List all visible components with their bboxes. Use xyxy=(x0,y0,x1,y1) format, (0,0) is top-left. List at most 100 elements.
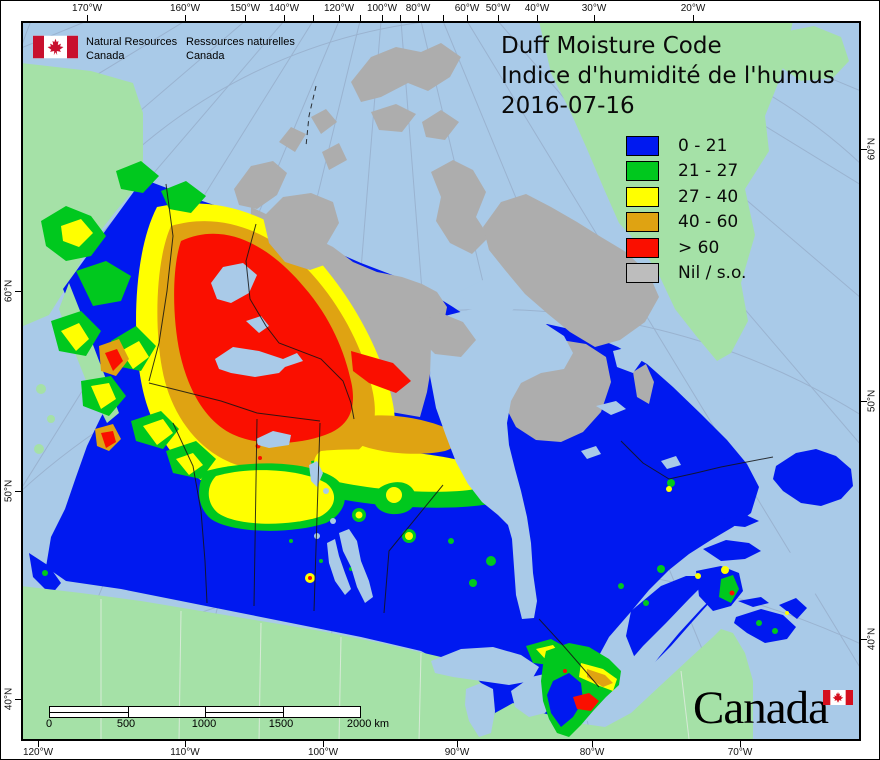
scale-label: 2000 km xyxy=(346,718,390,730)
dmc-raster-blobs xyxy=(41,161,675,666)
axis-tick xyxy=(185,15,186,21)
axis-label: 30°W xyxy=(581,3,607,14)
canada-wordmark: Canada xyxy=(693,682,829,734)
axis-label: 150°W xyxy=(229,3,261,14)
axis-label: 50°W xyxy=(485,3,511,14)
axis-tick xyxy=(360,15,361,21)
map-canvas xyxy=(21,21,861,741)
axis-label: 50°N xyxy=(866,389,878,413)
great-slave-lake xyxy=(215,347,303,377)
axis-label: 140°W xyxy=(268,3,300,14)
axis-tick xyxy=(467,15,468,21)
logo-text-english: Natural Resources Canada xyxy=(86,36,178,62)
axis-tick xyxy=(861,401,867,402)
axis-tick xyxy=(861,149,867,150)
axis-tick xyxy=(443,15,444,21)
axis-tick xyxy=(457,741,458,747)
axis-tick xyxy=(382,15,383,21)
title-line-en: Duff Moisture Code xyxy=(501,33,722,59)
axis-label: 90°W xyxy=(444,747,470,758)
axis-tick xyxy=(185,741,186,747)
legend-label: 27 - 40 xyxy=(678,187,739,207)
axis-tick xyxy=(15,291,21,292)
axis-tick xyxy=(284,15,285,21)
axis-tick xyxy=(38,741,39,747)
title-date: 2016-07-16 xyxy=(501,93,635,119)
st-lawrence-water xyxy=(605,549,819,705)
axis-tick xyxy=(87,15,88,21)
lake-michigan xyxy=(465,683,495,737)
logo-text-french: Ressources naturelles Canada xyxy=(186,36,295,62)
province-borders xyxy=(148,85,774,688)
torngat-gray xyxy=(633,364,654,404)
axis-tick xyxy=(693,15,694,21)
newfoundland-island xyxy=(773,449,853,506)
victoria-island xyxy=(263,193,339,270)
legend-chip xyxy=(626,238,659,258)
title-line-fr: Indice d'humidité de l'humus xyxy=(501,63,835,89)
axis-label: 80°W xyxy=(405,3,431,14)
legend-label: 0 - 21 xyxy=(678,136,728,156)
ungava-bay xyxy=(613,346,643,373)
banks-island xyxy=(234,161,287,209)
alaska-land xyxy=(21,63,143,327)
axis-label: 120°W xyxy=(22,747,54,758)
axis-tick xyxy=(15,491,21,492)
lakes-water xyxy=(211,263,681,737)
axis-tick xyxy=(592,741,593,747)
legend-chip xyxy=(626,187,659,207)
axis-tick xyxy=(594,15,595,21)
legend-label: 21 - 27 xyxy=(678,161,739,181)
axis-label: 120°W xyxy=(323,3,355,14)
lake-superior xyxy=(431,647,539,685)
axis-label: 70°W xyxy=(727,747,753,758)
legend-label: Nil / s.o. xyxy=(678,263,747,283)
axis-tick xyxy=(861,639,867,640)
legend-chip xyxy=(626,161,659,181)
canada-flag-icon xyxy=(33,35,78,59)
ellesmere-devon xyxy=(431,160,489,254)
axis-label: 170°W xyxy=(71,3,103,14)
legend-label: > 60 xyxy=(678,238,720,258)
iceland-land xyxy=(778,26,849,81)
lake-winnipeg xyxy=(339,529,373,603)
axis-label: 160°W xyxy=(169,3,201,14)
maritimes xyxy=(695,449,853,643)
scale-label: 500 xyxy=(116,718,136,730)
axis-tick xyxy=(245,15,246,21)
axis-label: 60°N xyxy=(3,279,15,303)
axis-label: 80°W xyxy=(579,747,605,758)
nil-region-arctic-islands xyxy=(234,43,659,357)
lake-athabasca xyxy=(256,431,291,448)
legend-label: 40 - 60 xyxy=(678,212,739,232)
axis-label: 110°W xyxy=(170,747,200,758)
baffin-island xyxy=(483,194,659,347)
scale-bar xyxy=(49,706,361,718)
scale-label: 1500 xyxy=(268,718,294,730)
scale-label: 0 xyxy=(45,718,53,730)
legend-chip xyxy=(626,212,659,232)
prince-edward-island xyxy=(738,597,769,607)
axis-tick xyxy=(537,15,538,21)
axis-tick xyxy=(400,15,401,21)
axis-label: 20°W xyxy=(680,3,706,14)
map-frame xyxy=(21,21,861,741)
legend-chip xyxy=(626,263,659,283)
axis-label: 100°W xyxy=(366,3,398,14)
map-title: Duff Moisture Code Indice d'humidité de … xyxy=(501,31,835,121)
axis-tick xyxy=(339,15,340,21)
axis-tick xyxy=(313,15,314,21)
axis-tick xyxy=(15,699,21,700)
wordmark-flag-icon xyxy=(823,690,853,705)
axis-label: 40°N xyxy=(3,687,15,711)
axis-label: 100°W xyxy=(307,747,339,758)
axis-tick xyxy=(740,741,741,747)
axis-label: 50°N xyxy=(3,479,15,503)
hudson-bay-water xyxy=(430,276,643,619)
southampton-island xyxy=(419,313,476,357)
legend-chip xyxy=(626,136,659,156)
axis-tick xyxy=(498,15,499,21)
greenland-land xyxy=(539,21,793,361)
great-bear-lake xyxy=(211,263,257,303)
